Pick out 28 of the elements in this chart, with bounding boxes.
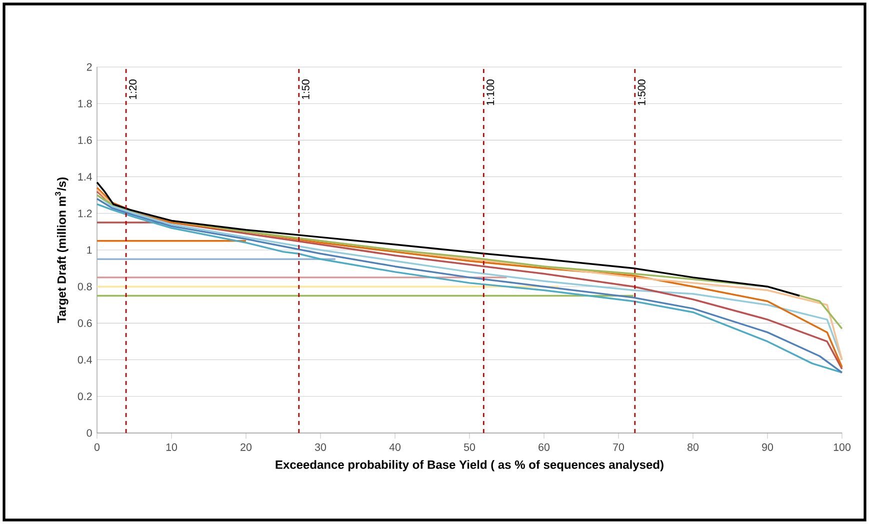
x-tick-label: 0: [94, 443, 100, 451]
annotation: 1:50: [302, 79, 310, 100]
y-tick-label: 1.8: [78, 100, 92, 108]
x-tick-label: 10: [166, 443, 178, 451]
x-tick-label: 50: [464, 443, 476, 451]
annotation: 1:500: [638, 79, 646, 105]
annotation: 1:100: [486, 79, 494, 105]
x-tick-label: 40: [389, 443, 401, 451]
x-tick-label: 30: [314, 443, 326, 451]
x-tick-label: 80: [688, 443, 699, 451]
y-tick-label: 1.4: [78, 173, 92, 180]
x-tick-label: 100: [834, 443, 850, 451]
x-tick-label: 60: [538, 443, 550, 451]
y-tick-label: 0: [86, 429, 92, 437]
annotation: 1:20: [129, 79, 137, 100]
y-tick-label: 1.6: [78, 136, 92, 144]
x-tick-label: 90: [762, 443, 774, 451]
x-tick-label: 20: [240, 443, 252, 451]
y-tick-label: 0.6: [78, 319, 92, 327]
y-axis-title: Target Draft (million m$^{3}$/s): [55, 177, 68, 323]
x-tick-label: 70: [613, 443, 624, 451]
y-tick-label: 1: [87, 246, 92, 254]
y-tick-label: 2: [86, 63, 92, 71]
y-tick-label: 0.4: [78, 356, 92, 364]
y-tick-label: 1.2: [78, 210, 92, 218]
x-axis-title: Exceedance probability of Base Yield ( as % of sequences analysed): [276, 460, 664, 472]
y-tick-label: 0.2: [78, 392, 92, 400]
y-tick-label: 0.8: [78, 282, 92, 290]
